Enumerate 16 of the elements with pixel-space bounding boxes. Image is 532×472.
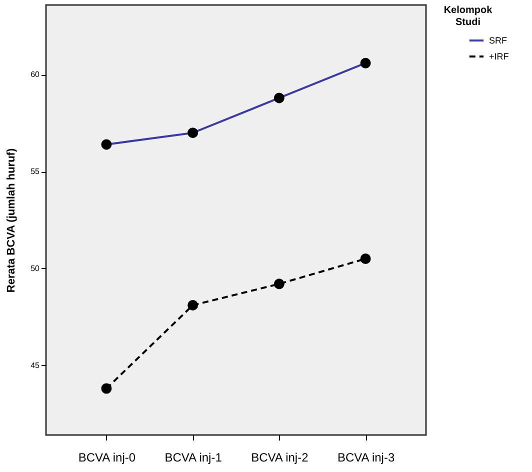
point — [101, 383, 112, 394]
legend-label: +IRF — [489, 52, 510, 62]
point — [360, 254, 371, 264]
point — [188, 300, 198, 310]
x-tick-label: BCVA inj-0 — [78, 450, 136, 464]
x-tick-label: BCVA inj-1 — [164, 450, 222, 464]
y-tick-label: 50 — [30, 264, 40, 273]
legend-label: SRF — [489, 36, 508, 46]
y-axis-title: Rerata BCVA (jumlah huruf) — [6, 148, 18, 293]
x-tick-label: BCVA inj-3 — [337, 450, 395, 464]
point — [274, 278, 284, 290]
y-tick-label: 45 — [30, 360, 40, 370]
y-tick-label: 60 — [30, 70, 40, 80]
y-tick-label: 55 — [30, 167, 40, 176]
x-tick-label: BCVA inj-2 — [251, 450, 309, 464]
legend-title: Kelompok Studi — [444, 5, 493, 28]
